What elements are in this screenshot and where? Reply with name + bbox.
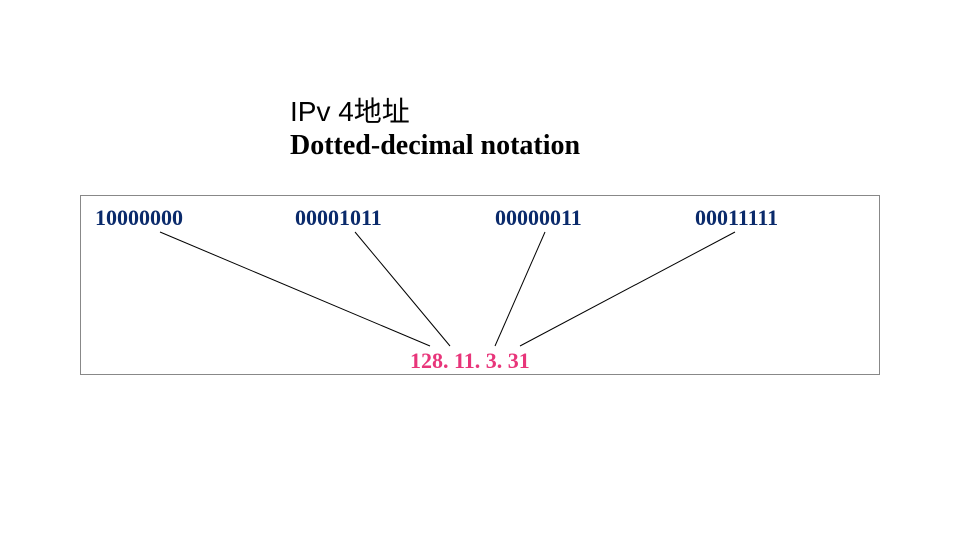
title-line2: Dotted-decimal notation xyxy=(290,130,580,162)
result-text: 128. 11. 3. 31 xyxy=(410,348,530,374)
octet-2: 00001011 xyxy=(295,205,382,231)
octet-4: 00011111 xyxy=(695,205,778,231)
title-line1: IPv 4地址 xyxy=(290,90,580,130)
octet-1: 10000000 xyxy=(95,205,183,231)
octet-3: 00000011 xyxy=(495,205,582,231)
title-block: IPv 4地址 Dotted-decimal notation xyxy=(290,90,580,162)
